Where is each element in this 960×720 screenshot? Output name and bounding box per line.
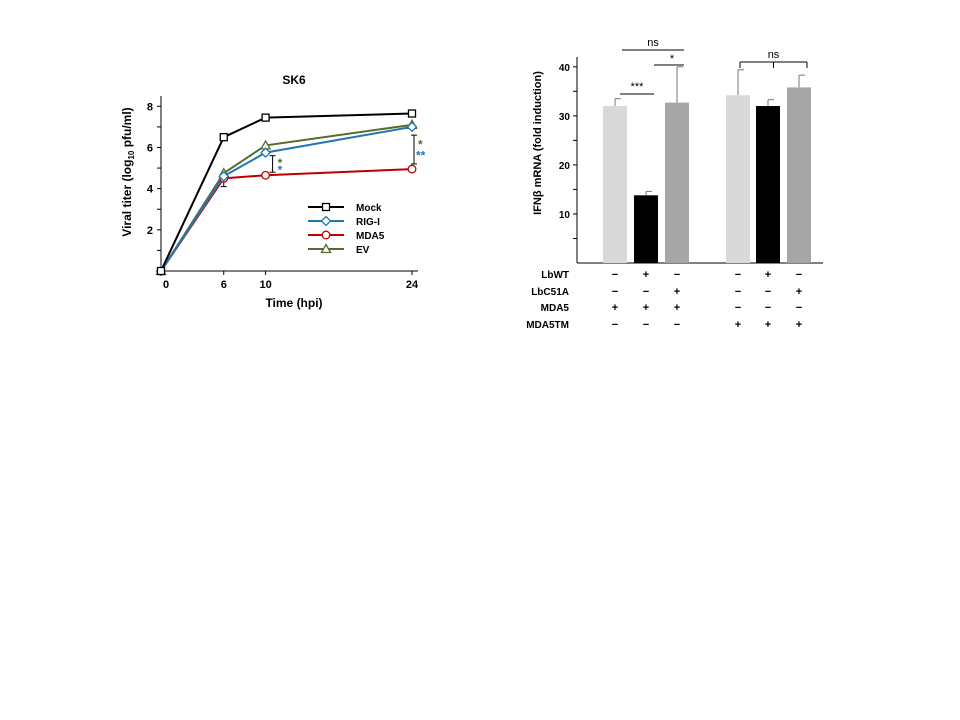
condition-cell: + [796, 319, 802, 331]
bar-y-tick-label: 10 [559, 210, 571, 221]
legend-marker-mock [321, 202, 331, 212]
data-point-mock [156, 266, 166, 276]
significance-label: * [670, 53, 675, 65]
condition-cell: − [643, 286, 649, 298]
condition-label: MDA5TM [526, 320, 569, 331]
line-x-axis-label: Time (hpi) [265, 296, 322, 310]
condition-cell: + [674, 302, 680, 314]
line-y-axis-label: Viral titer (log10 pfu/ml) [120, 107, 136, 236]
bar-y-tick-label: 40 [559, 63, 571, 74]
significance-label: *** [631, 81, 645, 93]
condition-cell: − [765, 286, 771, 298]
line-x-tick-label: 10 [259, 279, 271, 291]
line-x-tick-label: 6 [221, 279, 227, 291]
svg-text:Viral titer (log10 pfu/ml): Viral titer (log10 pfu/ml) [120, 107, 136, 236]
condition-label: MDA5 [541, 303, 570, 314]
line-ylabel-sub: 10 [127, 150, 136, 159]
line-y-tick-label: 6 [147, 142, 153, 154]
legend-label: Mock [356, 203, 382, 214]
condition-cell: − [612, 286, 618, 298]
line-ylabel-suffix: pfu/ml) [120, 107, 134, 150]
line-y-tick-label: 4 [147, 184, 154, 196]
line-legend: Mock RIG-I MDA5 EV [308, 202, 385, 256]
condition-cell: − [674, 319, 680, 331]
condition-cell: − [674, 269, 680, 281]
bar-y-axis-label: IFNβ mRNA (fold induction) [532, 71, 544, 215]
significance-label: ns [768, 49, 780, 61]
bar-1 [634, 195, 658, 263]
data-point-mock [261, 113, 270, 122]
condition-cell: − [796, 269, 802, 281]
data-point-mda5 [261, 170, 271, 180]
bar-axes: 10 20 30 40 [559, 57, 823, 264]
bar-0 [603, 106, 627, 263]
bar-5 [787, 87, 811, 264]
significance-mark: * [418, 137, 423, 151]
legend-marker-rig-i [320, 215, 332, 227]
condition-cell: − [796, 302, 802, 314]
line-chart: SK6 Viral titer (log10 pfu/ml) Time (hpi… [120, 73, 426, 310]
significance-mark: * [278, 163, 283, 177]
data-point-mock [219, 133, 228, 142]
bar-3 [726, 95, 750, 263]
line-chart-title: SK6 [282, 73, 306, 87]
bar-bars [603, 66, 811, 264]
series-line-mock [160, 112, 413, 272]
legend-label: EV [356, 245, 370, 256]
bar-y-tick-label: 30 [559, 112, 571, 123]
data-point-rig-i [406, 121, 418, 133]
condition-label: LbC51A [531, 287, 569, 298]
line-significance: ***** [269, 134, 426, 177]
data-point-mda5 [407, 164, 417, 174]
line-series [155, 109, 418, 277]
condition-cell: + [612, 302, 618, 314]
condition-cell: + [735, 319, 741, 331]
significance-mark: * [278, 156, 283, 170]
condition-cell: + [796, 286, 802, 298]
data-point-rig-i [260, 147, 272, 159]
legend-marker-ev [320, 243, 332, 254]
condition-cell: − [612, 269, 618, 281]
significance-mark: ** [416, 149, 426, 163]
condition-cell: − [735, 269, 741, 281]
bar-ylabel: IFNβ mRNA (fold induction) [532, 71, 544, 215]
condition-cell: − [735, 286, 741, 298]
condition-cell: − [765, 302, 771, 314]
bar-4 [756, 106, 780, 263]
condition-cell: − [643, 319, 649, 331]
line-x-tick-label: 0 [163, 279, 169, 291]
condition-cell: + [765, 269, 771, 281]
data-point-rig-i [218, 170, 230, 182]
condition-cell: + [643, 269, 649, 281]
bar-condition-table: LbWT − + − − + − LbC51A − − + − − + MDA5 + + + − − − MDA5TM − −… [526, 269, 802, 331]
condition-cell: + [765, 319, 771, 331]
bar-2 [665, 102, 689, 263]
legend-marker-mda5 [321, 230, 331, 240]
condition-cell: − [612, 319, 618, 331]
line-y-tick-label: 8 [147, 101, 153, 113]
line-ylabel-prefix: Viral titer (log [120, 160, 134, 237]
line-y-tick-label: 2 [147, 225, 153, 237]
condition-label: LbWT [541, 270, 569, 281]
legend-label: RIG-I [356, 217, 380, 228]
data-point-mock [407, 109, 417, 118]
series-line-ev [160, 123, 413, 272]
condition-cell: + [643, 302, 649, 314]
condition-cell: − [735, 302, 741, 314]
condition-cell: + [674, 286, 680, 298]
legend-label: MDA5 [356, 231, 385, 242]
bar-y-tick-label: 20 [559, 161, 571, 172]
line-x-tick-label: 24 [406, 279, 419, 291]
significance-label: ns [647, 37, 659, 49]
series-line-rig-i [160, 125, 413, 272]
